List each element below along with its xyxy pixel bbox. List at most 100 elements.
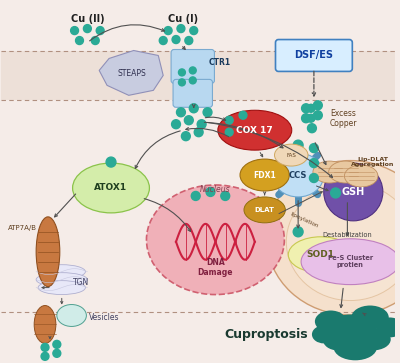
Ellipse shape: [36, 273, 87, 287]
Text: Excess
Copper: Excess Copper: [330, 109, 357, 128]
Text: STEAPS: STEAPS: [117, 69, 146, 78]
Circle shape: [314, 101, 322, 110]
Text: CTR1: CTR1: [208, 58, 230, 67]
Circle shape: [176, 108, 185, 117]
Circle shape: [178, 69, 185, 76]
Ellipse shape: [286, 183, 400, 301]
Ellipse shape: [329, 161, 362, 183]
Circle shape: [239, 111, 247, 119]
Circle shape: [310, 144, 318, 152]
Circle shape: [191, 191, 200, 200]
Circle shape: [293, 227, 303, 237]
Text: DSF/ES: DSF/ES: [294, 50, 334, 61]
Circle shape: [84, 25, 91, 33]
Ellipse shape: [312, 326, 336, 343]
Circle shape: [177, 25, 185, 33]
FancyBboxPatch shape: [276, 40, 352, 72]
Ellipse shape: [218, 110, 292, 150]
Text: Vesicles: Vesicles: [89, 313, 119, 322]
FancyBboxPatch shape: [171, 49, 214, 83]
Circle shape: [53, 349, 61, 357]
Circle shape: [96, 26, 104, 34]
Circle shape: [189, 77, 196, 84]
Text: CCS: CCS: [289, 171, 307, 180]
Circle shape: [197, 120, 206, 129]
Circle shape: [307, 104, 315, 112]
Ellipse shape: [315, 310, 346, 333]
Text: DNA
Damage: DNA Damage: [198, 258, 233, 277]
Circle shape: [189, 104, 198, 113]
Text: Cu (II): Cu (II): [70, 14, 104, 24]
Circle shape: [76, 37, 84, 45]
Text: ATOX1: ATOX1: [94, 183, 128, 192]
Text: Cuproptosis: Cuproptosis: [225, 328, 308, 341]
Circle shape: [178, 79, 185, 86]
Circle shape: [184, 116, 193, 125]
Ellipse shape: [38, 265, 85, 279]
Circle shape: [331, 188, 340, 198]
FancyBboxPatch shape: [173, 79, 212, 107]
Circle shape: [302, 104, 310, 113]
Ellipse shape: [274, 144, 308, 166]
Ellipse shape: [325, 314, 376, 344]
Circle shape: [190, 26, 198, 34]
Ellipse shape: [301, 239, 400, 285]
Ellipse shape: [313, 161, 346, 183]
Ellipse shape: [344, 165, 378, 187]
Circle shape: [41, 352, 49, 360]
Circle shape: [225, 128, 233, 136]
Ellipse shape: [244, 197, 285, 223]
Text: COX 17: COX 17: [236, 126, 273, 135]
Circle shape: [41, 343, 49, 351]
Circle shape: [182, 132, 190, 140]
Text: lipoylation: lipoylation: [289, 211, 319, 229]
Ellipse shape: [38, 281, 85, 294]
FancyBboxPatch shape: [1, 50, 395, 100]
Ellipse shape: [272, 153, 324, 197]
Text: Lip-DLAT
Aggregation: Lip-DLAT Aggregation: [351, 157, 395, 167]
Text: Destabilization: Destabilization: [322, 232, 372, 238]
Text: GSH: GSH: [342, 187, 365, 197]
Ellipse shape: [323, 329, 352, 350]
Text: FDX1: FDX1: [253, 171, 276, 180]
Text: DLAT: DLAT: [255, 207, 275, 213]
Circle shape: [189, 67, 196, 74]
Circle shape: [194, 128, 203, 137]
Circle shape: [203, 108, 212, 117]
Text: Nucleus: Nucleus: [200, 185, 231, 195]
Text: Cu (I): Cu (I): [168, 14, 198, 24]
Text: ATP7A/B: ATP7A/B: [8, 225, 37, 231]
Polygon shape: [99, 50, 163, 95]
Circle shape: [293, 140, 303, 150]
Circle shape: [164, 26, 172, 34]
Circle shape: [225, 116, 233, 124]
Ellipse shape: [240, 159, 289, 191]
Ellipse shape: [57, 305, 86, 326]
Circle shape: [91, 37, 99, 45]
Circle shape: [159, 37, 167, 45]
Circle shape: [221, 191, 230, 200]
Circle shape: [206, 187, 215, 196]
Ellipse shape: [334, 334, 377, 360]
Ellipse shape: [355, 329, 391, 350]
Circle shape: [307, 114, 315, 122]
Ellipse shape: [72, 163, 150, 213]
Text: Fe-S Cluster
protien: Fe-S Cluster protien: [328, 255, 373, 268]
Ellipse shape: [36, 217, 60, 287]
Ellipse shape: [146, 185, 284, 294]
Circle shape: [308, 124, 316, 133]
Ellipse shape: [324, 163, 383, 221]
Ellipse shape: [267, 160, 400, 315]
Circle shape: [302, 114, 310, 123]
Circle shape: [310, 174, 318, 183]
Circle shape: [53, 340, 61, 348]
Circle shape: [310, 159, 318, 168]
Circle shape: [185, 37, 193, 45]
Ellipse shape: [351, 306, 389, 330]
Ellipse shape: [288, 237, 353, 273]
Circle shape: [172, 36, 180, 44]
Circle shape: [314, 111, 322, 120]
Text: FAS: FAS: [286, 152, 296, 158]
Text: SOD1: SOD1: [307, 250, 335, 259]
Circle shape: [106, 157, 116, 167]
